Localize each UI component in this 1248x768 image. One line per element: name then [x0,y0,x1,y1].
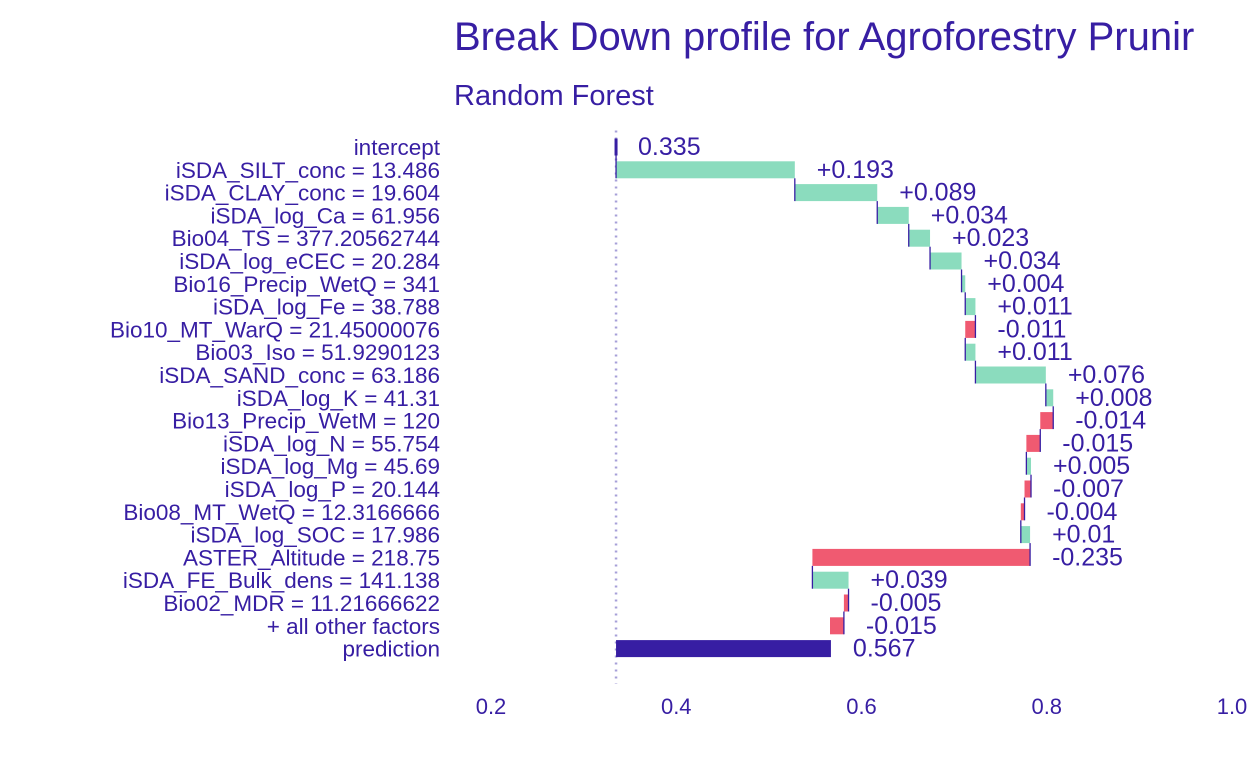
value-label: +0.193 [817,156,894,184]
bar-contribution [908,229,931,247]
row-label: Bio16_Precip_WetQ = 341 [173,272,440,297]
value-label: +0.008 [1075,384,1152,412]
bar-contribution [812,548,1031,566]
bar-contribution [975,366,1046,384]
value-label: -0.235 [1052,543,1123,571]
row-label: iSDA_SILT_conc = 13.486 [176,158,440,183]
bar-contribution [843,594,849,612]
row-label: iSDA_SAND_conc = 63.186 [159,363,440,388]
bar-contribution [1024,480,1032,498]
x-tick-label: 0.2 [476,694,507,719]
bar-contribution [1026,434,1041,452]
x-axis: 0.2 0.4 0.6 0.8 1.0 [476,694,1248,719]
x-tick-label: 0.8 [1031,694,1062,719]
value-label: +0.076 [1068,361,1145,389]
bar-intercept [614,138,618,156]
row-label: iSDA_CLAY_conc = 19.604 [165,181,440,206]
row-label: iSDA_log_N = 55.754 [223,431,440,456]
value-label: 0.567 [853,635,916,663]
row-label: Bio10_MT_WarQ = 21.45000076 [110,317,440,342]
x-tick-label: 0.4 [661,694,692,719]
value-label: +0.011 [997,338,1072,366]
bar-contribution [965,343,976,361]
value-label: -0.004 [1047,498,1118,526]
row-label: iSDA_log_eCEC = 20.284 [179,249,440,274]
bar-contribution [812,571,849,589]
row-label: iSDA_FE_Bulk_dens = 141.138 [123,568,440,593]
bar-contribution [794,184,878,202]
chart-title: Break Down profile for Agroforestry Prun… [454,15,1195,59]
bar-contribution [961,275,966,293]
bar-contribution [1026,457,1032,475]
value-label: 0.335 [638,133,701,161]
row-label: iSDA_log_Ca = 61.956 [210,203,440,228]
row-label: iSDA_log_P = 20.144 [225,477,440,502]
value-label: +0.089 [899,179,976,207]
chart-subtitle: Random Forest [454,80,654,112]
bar-contribution [965,320,976,338]
value-label: +0.005 [1053,452,1130,480]
row-label: intercept [354,135,441,160]
row-label: ASTER_Altitude = 218.75 [183,545,440,570]
bar-contribution [1040,412,1054,430]
bars [614,138,1054,658]
value-label: -0.014 [1075,407,1146,435]
bar-contribution [1020,503,1025,521]
bar-contribution [616,161,795,179]
value-label: -0.015 [1062,429,1133,457]
x-tick-label: 1.0 [1217,694,1248,719]
value-label: -0.011 [997,315,1066,343]
bar-contribution [930,252,962,270]
value-label: -0.007 [1053,475,1124,503]
bar-prediction [616,640,831,658]
row-label: iSDA_log_Mg = 45.69 [220,454,440,479]
x-tick-label: 0.6 [846,694,877,719]
row-label: Bio13_Precip_WetM = 120 [172,409,440,434]
row-label: Bio08_MT_WetQ = 12.3166666 [123,500,440,525]
value-label: -0.015 [866,612,937,640]
row-label: Bio02_MDR = 11.21666622 [163,591,440,616]
row-label: iSDA_log_Fe = 38.788 [213,295,440,320]
row-label: prediction [342,637,440,662]
value-label: +0.01 [1052,521,1115,549]
bar-contribution [965,298,976,316]
bar-contribution [877,206,909,224]
value-label: +0.004 [987,270,1064,298]
value-label: -0.005 [871,589,942,617]
row-label: Bio03_Iso = 51.9290123 [195,340,440,365]
row-label: + all other factors [267,614,440,639]
bar-contribution [830,617,844,635]
row-label: Bio04_TS = 377.20562744 [172,226,440,251]
value-label: +0.039 [871,566,948,594]
value-labels: 0.335+0.193+0.089+0.034+0.023+0.034+0.00… [638,133,1152,663]
row-label: iSDA_log_SOC = 17.986 [190,523,440,548]
bar-contribution [1020,526,1031,544]
row-label: iSDA_log_K = 41.31 [237,386,440,411]
value-label: +0.034 [984,247,1061,275]
value-label: +0.011 [997,293,1072,321]
bar-contribution [1045,389,1054,407]
value-label: +0.023 [952,224,1029,252]
value-label: +0.034 [931,201,1008,229]
